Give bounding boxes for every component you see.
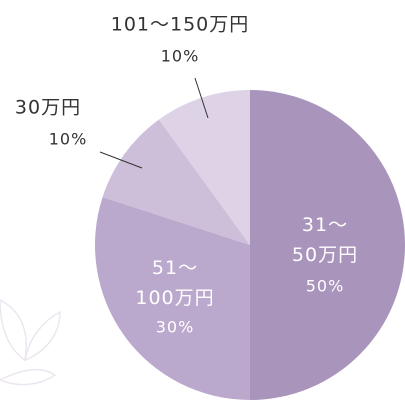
- slice-value-label: 30%: [156, 318, 195, 337]
- lotus-decoration: [0, 300, 60, 385]
- slice-value-label: 50%: [306, 277, 345, 296]
- label-line: 50万円: [292, 244, 358, 266]
- slice-label: 101～150万円: [111, 14, 250, 36]
- slice-value-label: 10%: [161, 47, 200, 66]
- slice-value-label: 10%: [49, 130, 88, 149]
- label-line: 100万円: [135, 287, 214, 309]
- chart: 31～ 50万円 50% 51～ 100万円 30% 30万円 10% 101～150万円 10%: [0, 0, 405, 400]
- label-line: 51～: [152, 257, 198, 279]
- slice-label: 30万円: [15, 97, 81, 119]
- label-line: 31～: [302, 214, 348, 236]
